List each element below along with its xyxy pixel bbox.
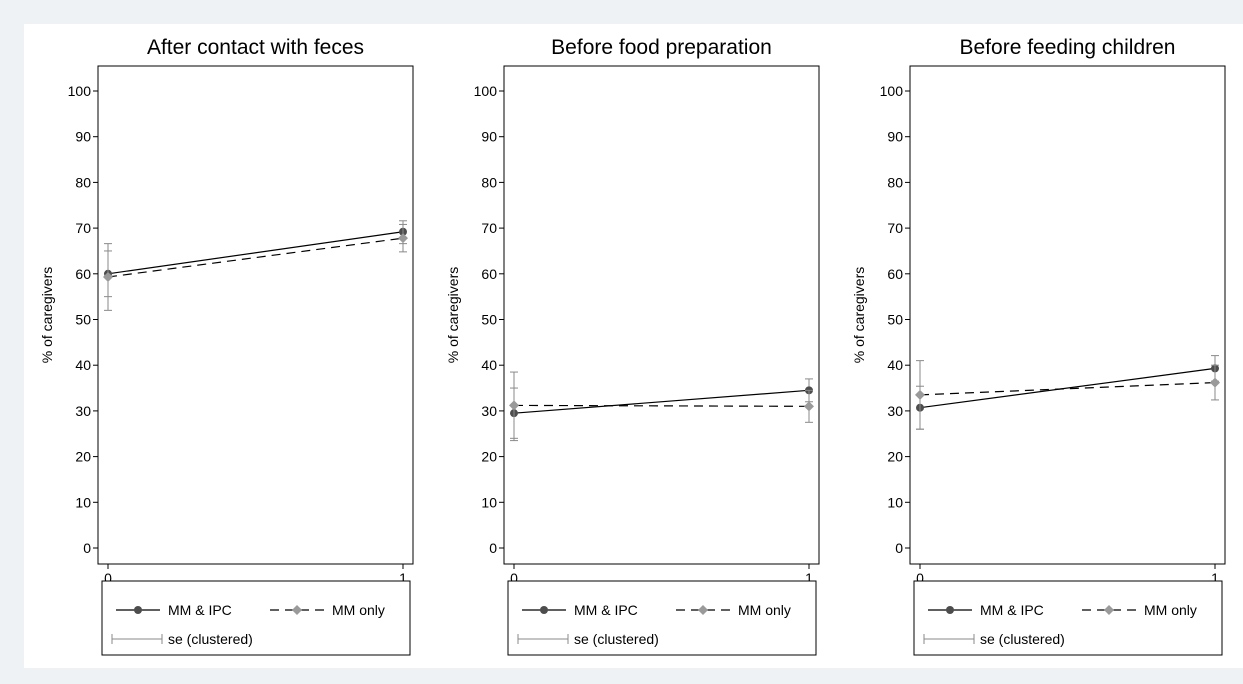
y-tick-label: 70 <box>481 220 497 236</box>
legend: MM & IPC MM only se (clustered) <box>913 580 1223 656</box>
series-line <box>919 381 1216 396</box>
chart-title: After contact with feces <box>147 36 364 59</box>
legend-label: MM & IPC <box>980 602 1044 618</box>
y-tick-label: 30 <box>481 403 497 419</box>
series-line <box>919 367 1216 409</box>
y-tick-label: 80 <box>481 174 497 190</box>
data-point <box>915 389 925 400</box>
y-tick-label: 60 <box>481 266 497 282</box>
y-tick-label: 70 <box>75 220 91 236</box>
y-tick-label: 20 <box>75 449 91 465</box>
y-tick-label: 10 <box>75 494 91 510</box>
figure: After contact with feces 0 10 20 30 40 50 60 70 8… <box>24 24 1243 668</box>
y-axis-label: % of caregivers <box>39 267 55 363</box>
chart-svg: After contact with feces0102030405060708… <box>39 36 1226 656</box>
x-tick-label: 1 <box>1211 570 1219 586</box>
legend-frame <box>913 580 1223 656</box>
y-tick-label: 0 <box>895 540 903 556</box>
legend-label: MM only <box>332 602 385 618</box>
x-tick-label: 0 <box>104 570 112 586</box>
y-tick-label: 0 <box>489 540 497 556</box>
series-line <box>513 404 810 407</box>
series-line <box>513 389 810 414</box>
legend-frame <box>507 580 817 656</box>
y-tick-label: 50 <box>75 312 91 328</box>
y-tick-label: 40 <box>887 357 903 373</box>
legend-key-marker <box>292 605 302 615</box>
series-1 <box>916 355 1219 430</box>
series-line <box>107 237 404 278</box>
chart-panel-3: Before feeding children01020304050607080… <box>851 36 1226 656</box>
y-tick-label: 30 <box>75 403 91 419</box>
y-tick-label: 100 <box>880 83 904 99</box>
data-point <box>509 400 519 411</box>
y-tick-label: 90 <box>887 129 903 145</box>
legend-label: MM only <box>738 602 791 618</box>
plot-frame <box>503 65 820 565</box>
legend-label: se (clustered) <box>574 631 659 647</box>
y-tick-label: 40 <box>75 357 91 373</box>
data-point <box>103 271 113 282</box>
y-axis-label: % of caregivers <box>445 267 461 363</box>
y-tick-label: 50 <box>887 312 903 328</box>
y-tick-label: 80 <box>75 174 91 190</box>
chart-panel-2: Before food preparation01020304050607080… <box>445 36 820 656</box>
legend-label: MM & IPC <box>574 602 638 618</box>
data-point <box>398 233 408 244</box>
y-tick-label: 20 <box>887 449 903 465</box>
series-line <box>107 231 404 275</box>
y-tick-label: 60 <box>75 266 91 282</box>
y-tick-label: 10 <box>481 494 497 510</box>
legend: MM & IPC MM only se (clustered) <box>101 580 411 656</box>
x-tick-label: 0 <box>916 570 924 586</box>
legend-key-marker <box>134 606 142 614</box>
data-point <box>804 401 814 412</box>
y-tick-label: 100 <box>474 83 498 99</box>
legend-label: se (clustered) <box>168 631 253 647</box>
legend: MM & IPC MM only se (clustered) <box>507 580 817 656</box>
x-tick-label: 1 <box>805 570 813 586</box>
chart-title: Before feeding children <box>960 36 1176 59</box>
y-axis-label: % of caregivers <box>851 267 867 363</box>
y-tick-label: 90 <box>75 129 91 145</box>
legend-label: MM & IPC <box>168 602 232 618</box>
series-1 <box>104 220 407 298</box>
y-tick-label: 60 <box>887 266 903 282</box>
series-1 <box>510 378 813 439</box>
y-tick-label: 10 <box>887 494 903 510</box>
y-tick-label: 90 <box>481 129 497 145</box>
series-2 <box>915 360 1220 430</box>
x-tick-label: 0 <box>510 570 518 586</box>
y-tick-label: 100 <box>68 83 92 99</box>
series-2 <box>103 223 408 311</box>
chart-title: Before food preparation <box>551 36 772 59</box>
y-tick-label: 50 <box>481 312 497 328</box>
series-2 <box>509 371 814 442</box>
y-tick-label: 80 <box>887 174 903 190</box>
legend-key-marker <box>946 606 954 614</box>
legend-label: MM only <box>1144 602 1197 618</box>
plot-frame <box>909 65 1226 565</box>
y-tick-label: 20 <box>481 449 497 465</box>
chart-panel-1: After contact with feces0102030405060708… <box>39 36 414 656</box>
y-tick-label: 70 <box>887 220 903 236</box>
data-point <box>1210 377 1220 388</box>
legend-key-marker <box>540 606 548 614</box>
x-tick-label: 1 <box>399 570 407 586</box>
legend-frame <box>101 580 411 656</box>
legend-key-marker <box>698 605 708 615</box>
legend-key-marker <box>1104 605 1114 615</box>
y-tick-label: 0 <box>83 540 91 556</box>
plot-frame <box>97 65 414 565</box>
y-tick-label: 40 <box>481 357 497 373</box>
legend-label: se (clustered) <box>980 631 1065 647</box>
y-tick-label: 30 <box>887 403 903 419</box>
